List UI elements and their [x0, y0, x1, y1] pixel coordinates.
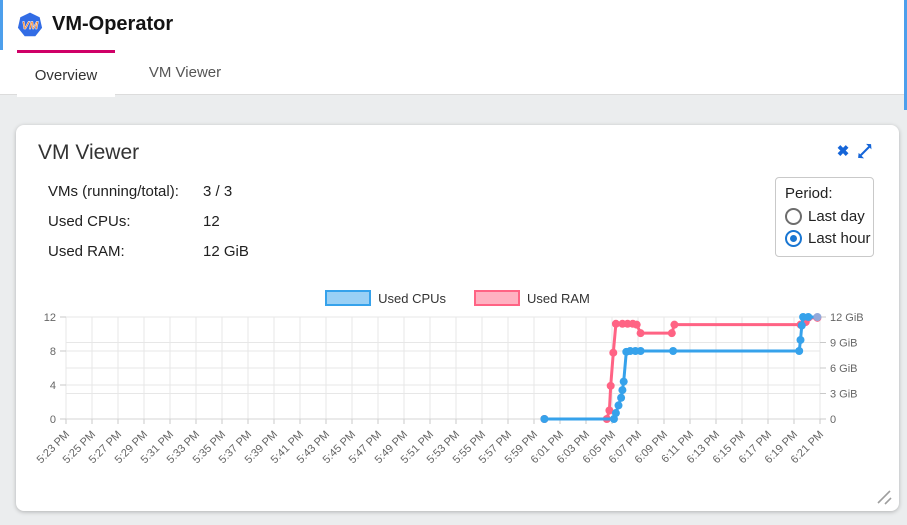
svg-text:0: 0 — [830, 414, 836, 426]
period-option-0[interactable]: Last day — [785, 208, 865, 225]
radio-last-hour[interactable] — [785, 230, 802, 247]
card-title: VM Viewer — [38, 141, 140, 164]
tab-overview[interactable]: Overview — [17, 50, 115, 97]
vm-viewer-card: VM Viewer ✖ VMs (running/total): 3 / 3 U… — [16, 125, 899, 511]
stat-ram-value: 12 GiB — [203, 243, 249, 260]
tab-overview-label: Overview — [34, 66, 98, 84]
chart-legend: Used CPUs Used RAM — [16, 290, 899, 306]
svg-text:9 GiB: 9 GiB — [830, 338, 858, 350]
vm-stats: VMs (running/total): 3 / 3 Used CPUs: 12… — [48, 183, 249, 260]
stat-cpus-label: Used CPUs: — [48, 213, 131, 230]
svg-text:3 GiB: 3 GiB — [830, 389, 858, 401]
stat-ram-label: Used RAM: — [48, 243, 125, 260]
radio-last-day[interactable] — [785, 208, 802, 225]
app-header: VM VM-Operator — [0, 0, 907, 110]
legend-label-used-cpus: Used CPUs — [378, 290, 447, 306]
period-option-last-hour-label: Last hour — [808, 230, 871, 247]
svg-text:6 GiB: 6 GiB — [830, 363, 858, 375]
svg-text:0: 0 — [50, 414, 56, 426]
legend-item-used-cpus[interactable]: Used CPUs — [325, 290, 446, 306]
window-edge-left — [0, 0, 3, 90]
svg-text:12: 12 — [44, 312, 56, 324]
stat-vms-value: 3 / 3 — [203, 183, 233, 200]
svg-text:12 GiB: 12 GiB — [830, 312, 864, 324]
tab-content: VM Viewer ✖ VMs (running/total): 3 / 3 U… — [0, 95, 907, 525]
usage-chart[interactable]: 5:23 PM5:25 PM5:27 PM5:29 PM5:31 PM5:33 … — [20, 305, 894, 505]
svg-text:VM: VM — [22, 20, 39, 32]
legend-swatch-used-cpus — [325, 290, 372, 306]
stat-cpus-value: 12 — [203, 213, 220, 230]
tab-vm-viewer-label: VM Viewer — [148, 64, 222, 81]
window-edge-right — [904, 0, 907, 110]
period-selector: Period: Last day Last hour — [775, 177, 874, 257]
expand-icon[interactable] — [856, 142, 874, 160]
period-label: Period: — [785, 185, 833, 202]
close-icon[interactable]: ✖ — [836, 143, 850, 160]
legend-item-used-ram[interactable]: Used RAM — [474, 290, 590, 306]
stat-vms-label: VMs (running/total): — [48, 183, 179, 200]
svg-text:8: 8 — [50, 346, 56, 358]
svg-text:4: 4 — [50, 380, 56, 392]
period-option-1[interactable]: Last hour — [785, 230, 871, 247]
legend-label-used-ram: Used RAM — [527, 290, 590, 306]
tab-vm-viewer[interactable]: VM Viewer — [135, 50, 235, 95]
legend-swatch-used-ram — [474, 290, 521, 306]
vm-operator-logo-icon: VM — [16, 11, 44, 38]
resize-handle-icon[interactable] — [874, 487, 894, 507]
period-option-last-day-label: Last day — [808, 208, 865, 225]
tab-bar: Overview VM Viewer — [0, 50, 907, 97]
app-title: VM-Operator — [52, 13, 174, 35]
